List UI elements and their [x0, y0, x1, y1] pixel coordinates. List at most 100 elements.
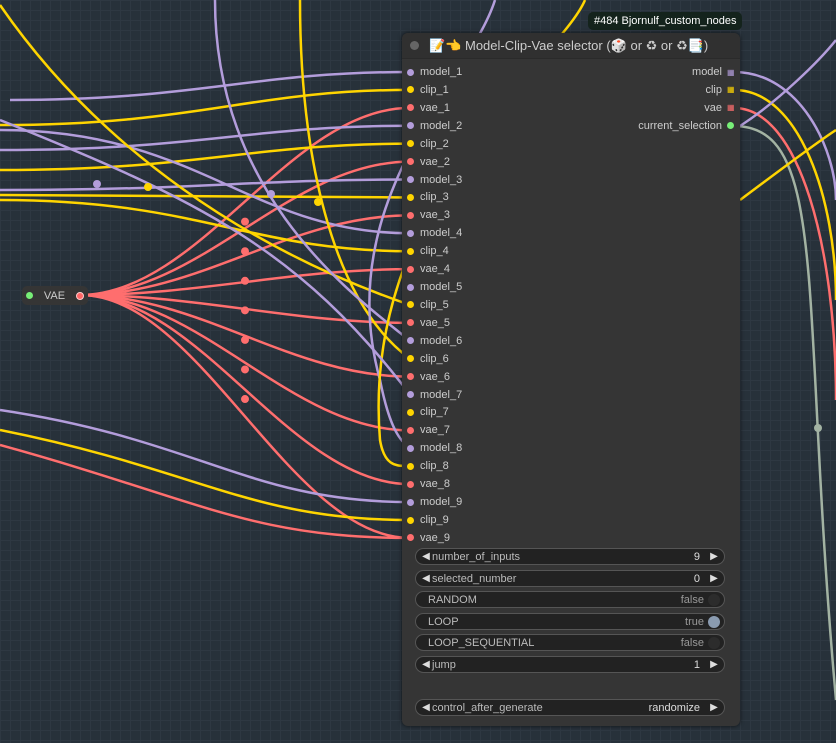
clip-socket-icon[interactable]: [407, 301, 414, 309]
input-slot-clip_8[interactable]: clip_8: [407, 459, 449, 473]
input-slot-clip_7[interactable]: clip_7: [407, 405, 449, 419]
link-midpoint-dot[interactable]: [241, 306, 249, 315]
decrement-arrow-icon[interactable]: ◀: [422, 702, 430, 713]
input-slot-model_5[interactable]: model_5: [407, 280, 462, 294]
output-slot-current_selection[interactable]: current_selection: [638, 119, 734, 133]
widget-selected-number[interactable]: ◀ selected_number 0 ▶: [415, 570, 725, 587]
input-slot-model_9[interactable]: model_9: [407, 495, 462, 509]
link-midpoint-dot[interactable]: [93, 180, 101, 188]
widget-loop-sequential[interactable]: LOOP_SEQUENTIAL false: [415, 634, 725, 651]
link-midpoint-dot[interactable]: [241, 276, 249, 285]
link-midpoint-dot[interactable]: [241, 247, 249, 256]
input-slot-vae_8[interactable]: vae_8: [407, 477, 450, 491]
input-slot-vae_2[interactable]: vae_2: [407, 155, 450, 169]
input-slot-vae_5[interactable]: vae_5: [407, 316, 450, 330]
node-title-bar[interactable]: 📝👈 Model-Clip-Vae selector (🎲 or ♻ or ♻📑…: [402, 33, 740, 59]
input-slot-model_6[interactable]: model_6: [407, 334, 462, 348]
list-output-icon[interactable]: ▦: [727, 67, 735, 77]
input-slot-model_8[interactable]: model_8: [407, 441, 462, 455]
model-socket-icon[interactable]: [407, 176, 414, 184]
toggle-knob-icon[interactable]: [708, 615, 720, 628]
increment-arrow-icon[interactable]: ▶: [710, 702, 718, 713]
input-slot-vae_7[interactable]: vae_7: [407, 423, 450, 437]
widget-number-of-inputs[interactable]: ◀ number_of_inputs 9 ▶: [415, 548, 725, 565]
model-socket-icon[interactable]: [407, 68, 414, 76]
link-midpoint-dot[interactable]: [241, 335, 249, 344]
increment-arrow-icon[interactable]: ▶: [710, 659, 718, 670]
increment-arrow-icon[interactable]: ▶: [710, 573, 718, 584]
vae-reroute-node[interactable]: VAE: [22, 286, 88, 305]
input-slot-model_7[interactable]: model_7: [407, 388, 462, 402]
clip-socket-icon[interactable]: [407, 408, 414, 416]
link-midpoint-dot[interactable]: [314, 198, 322, 206]
output-slot-vae[interactable]: vae ▦: [704, 101, 734, 115]
model-socket-icon[interactable]: [407, 498, 414, 506]
input-slot-vae_1[interactable]: vae_1: [407, 101, 450, 115]
vae-socket-icon[interactable]: [407, 265, 414, 273]
input-slot-clip_2[interactable]: clip_2: [407, 137, 449, 151]
vae-socket-icon[interactable]: [407, 373, 414, 381]
list-output-icon[interactable]: ▦: [727, 85, 735, 95]
vae-socket-icon[interactable]: [407, 158, 414, 166]
clip-socket-icon[interactable]: [407, 193, 414, 201]
toggle-knob-icon[interactable]: [708, 636, 720, 649]
decrement-arrow-icon[interactable]: ◀: [422, 659, 430, 670]
model-socket-icon[interactable]: [407, 229, 414, 237]
model-socket-icon[interactable]: [407, 122, 414, 130]
link-midpoint-dot[interactable]: [144, 183, 152, 191]
widget-jump[interactable]: ◀ jump 1 ▶: [415, 656, 725, 673]
model-socket-icon[interactable]: [407, 444, 414, 452]
input-slot-model_2[interactable]: model_2: [407, 119, 462, 133]
clip-socket-icon[interactable]: [407, 247, 414, 255]
link-midpoint-dot[interactable]: [241, 395, 249, 404]
output-slot-model[interactable]: model ▦: [692, 65, 735, 79]
input-label: model_8: [420, 442, 463, 455]
input-slot-clip_3[interactable]: clip_3: [407, 190, 449, 204]
input-slot-clip_6[interactable]: clip_6: [407, 352, 449, 366]
input-slot-clip_9[interactable]: clip_9: [407, 513, 449, 527]
link-midpoint-dot[interactable]: [241, 217, 249, 226]
input-slot-clip_1[interactable]: clip_1: [407, 83, 449, 97]
increment-arrow-icon[interactable]: ▶: [710, 551, 718, 562]
vae-socket-icon[interactable]: [407, 211, 414, 219]
input-slot-clip_4[interactable]: clip_4: [407, 244, 449, 258]
input-slot-vae_3[interactable]: vae_3: [407, 208, 450, 222]
clip-socket-icon[interactable]: [407, 140, 414, 148]
link-midpoint-dot[interactable]: [267, 190, 275, 198]
vae-socket-icon[interactable]: [407, 319, 414, 327]
decrement-arrow-icon[interactable]: ◀: [422, 551, 430, 562]
link-midpoint-dot[interactable]: [814, 424, 822, 432]
widget-loop[interactable]: LOOP true: [415, 613, 725, 630]
input-slot-vae_6[interactable]: vae_6: [407, 370, 450, 384]
widget-control-after-generate[interactable]: ◀ control_after_generate randomize ▶: [415, 699, 725, 716]
input-slot-vae_9[interactable]: vae_9: [407, 531, 450, 545]
input-slot-vae_4[interactable]: vae_4: [407, 262, 450, 276]
vae-socket-icon[interactable]: [407, 534, 414, 542]
model-socket-icon[interactable]: [407, 391, 414, 399]
vae-socket-icon[interactable]: [407, 426, 414, 434]
clip-socket-icon[interactable]: [407, 86, 414, 94]
input-slot-model_4[interactable]: model_4: [407, 226, 462, 240]
link-midpoint-dot[interactable]: [241, 365, 249, 374]
toggle-knob-icon[interactable]: [708, 593, 720, 606]
vae-socket-icon[interactable]: [407, 480, 414, 488]
model-socket-icon[interactable]: [407, 283, 414, 291]
vae-input-socket[interactable]: [26, 292, 33, 299]
model-socket-icon[interactable]: [407, 337, 414, 345]
input-slot-clip_5[interactable]: clip_5: [407, 298, 449, 312]
collapse-dot-icon[interactable]: [410, 41, 419, 50]
output-socket-icon[interactable]: [727, 122, 734, 130]
clip-socket-icon[interactable]: [407, 516, 414, 524]
vae-socket-icon[interactable]: [407, 104, 414, 112]
input-slot-model_3[interactable]: model_3: [407, 173, 462, 187]
input-slot-model_1[interactable]: model_1: [407, 65, 462, 79]
vae-output-socket[interactable]: [75, 291, 84, 300]
clip-socket-icon[interactable]: [407, 355, 414, 363]
input-link: [0, 142, 411, 172]
model-clip-vae-selector-node[interactable]: 📝👈 Model-Clip-Vae selector (🎲 or ♻ or ♻📑…: [402, 33, 740, 726]
output-slot-clip[interactable]: clip ▦: [705, 83, 734, 97]
list-output-icon[interactable]: ▦: [727, 103, 735, 113]
decrement-arrow-icon[interactable]: ◀: [422, 573, 430, 584]
clip-socket-icon[interactable]: [407, 462, 414, 470]
widget-random[interactable]: RANDOM false: [415, 591, 725, 608]
